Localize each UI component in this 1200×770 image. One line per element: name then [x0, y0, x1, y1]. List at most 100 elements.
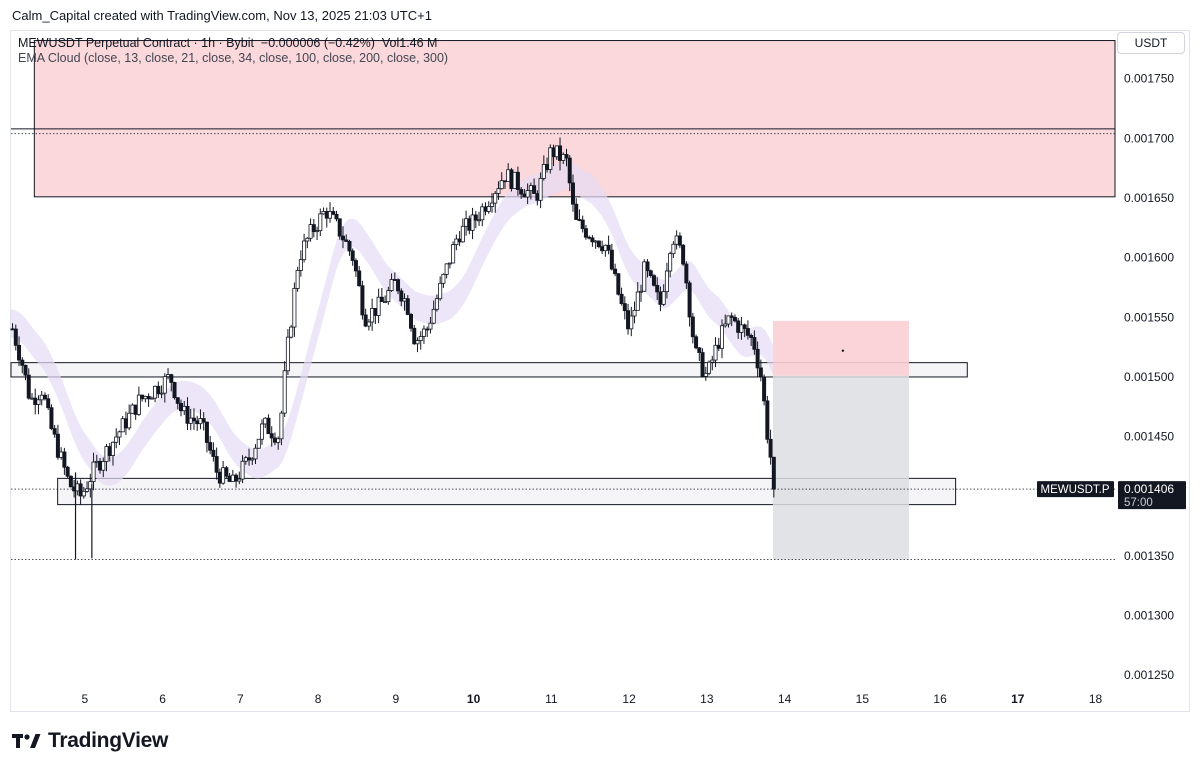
candle — [454, 234, 459, 251]
tradingview-logo-icon — [12, 734, 41, 748]
candle — [613, 263, 618, 277]
candle — [389, 273, 394, 293]
candle — [337, 218, 342, 240]
symbol-info[interactable]: MEWUSDT Perpetual Contract · 1h · Bybit — [18, 36, 254, 50]
time-tick-label: 8 — [315, 692, 322, 706]
candle — [366, 318, 371, 331]
candle — [719, 319, 724, 359]
candle — [259, 419, 264, 445]
candle — [580, 215, 585, 233]
candle — [357, 265, 362, 287]
candle — [208, 435, 213, 455]
candle — [130, 403, 135, 414]
candle — [62, 447, 67, 475]
candle — [140, 394, 145, 402]
candle — [68, 475, 73, 488]
candle — [574, 198, 579, 220]
candle — [110, 441, 115, 466]
candle — [328, 202, 333, 223]
candle — [762, 374, 767, 406]
candle — [622, 296, 627, 320]
candle — [191, 408, 196, 430]
candle — [308, 218, 313, 242]
candle — [13, 324, 18, 351]
candle — [752, 330, 757, 355]
candle — [697, 346, 702, 361]
candle — [635, 282, 640, 311]
tradingview-logo: TradingView — [12, 729, 168, 753]
candle — [263, 417, 268, 429]
candle — [78, 479, 83, 505]
ema-cloud — [11, 160, 773, 486]
candle — [373, 307, 378, 325]
candle — [447, 262, 452, 269]
candle — [214, 447, 219, 480]
candle — [117, 430, 122, 446]
time-tick-label: 5 — [82, 692, 89, 706]
candle — [279, 410, 284, 446]
symbol-price-tag — [1037, 481, 1114, 498]
candle — [266, 414, 271, 435]
price-change: −0.000006 (−0.42%) — [260, 36, 375, 50]
candle — [493, 191, 498, 213]
candle — [282, 361, 287, 417]
resistance-box — [10, 362, 968, 378]
candle — [519, 186, 524, 199]
candle — [396, 278, 401, 295]
candle — [512, 171, 517, 189]
candle — [700, 348, 705, 378]
candle — [120, 416, 125, 433]
candle — [123, 411, 128, 435]
candle — [334, 210, 339, 222]
currency-selector[interactable]: USDT — [1117, 32, 1185, 54]
candle — [690, 312, 695, 344]
time-axis[interactable]: 5 6 7 8 9 10 11 12 13 14 15 16 17 18 — [82, 692, 1103, 706]
candle — [431, 300, 436, 325]
candle — [473, 211, 478, 229]
price-axis[interactable]: 0.001750 0.001700 0.001650 0.001600 0.001550… — [1124, 72, 1174, 682]
price-tick-label: 0.001450 — [1124, 430, 1174, 444]
candle — [169, 373, 174, 392]
candle — [726, 315, 731, 328]
time-tick-label: 16 — [933, 692, 947, 706]
candle — [749, 333, 754, 347]
candle — [464, 210, 469, 236]
candle — [541, 155, 546, 181]
candle — [707, 360, 712, 376]
marker-dot — [841, 349, 845, 352]
price-tick-label: 0.001650 — [1124, 191, 1174, 205]
candle — [583, 224, 588, 240]
candle — [256, 438, 261, 449]
candle — [399, 288, 404, 307]
horizontal-lines-layer — [11, 128, 1115, 560]
candle — [577, 209, 582, 222]
candle — [489, 193, 494, 213]
candle — [558, 137, 563, 171]
stop-zone — [772, 320, 909, 376]
candle — [639, 284, 644, 302]
candle — [211, 442, 216, 462]
price-tick-label: 0.001550 — [1124, 310, 1174, 324]
candle — [681, 244, 686, 266]
candle — [175, 397, 180, 410]
candle — [768, 429, 773, 465]
candle — [629, 306, 634, 337]
candle — [496, 181, 501, 200]
candle — [532, 178, 537, 194]
candle — [451, 241, 456, 264]
candle — [525, 183, 530, 205]
candle — [363, 308, 368, 328]
candle — [664, 262, 669, 299]
candle — [39, 390, 44, 406]
price-tick-label: 0.001350 — [1124, 549, 1174, 563]
candle — [324, 207, 329, 228]
candle — [600, 240, 605, 255]
chart-legend[interactable]: MEWUSDT Perpetual Contract · 1h · Bybit … — [18, 36, 448, 66]
candle — [376, 288, 381, 324]
indicator-legend[interactable]: EMA Cloud (close, 13, close, 21, close, … — [18, 51, 449, 65]
candle — [593, 239, 598, 249]
candle — [350, 248, 355, 266]
candle — [587, 235, 592, 240]
candle — [250, 457, 255, 465]
